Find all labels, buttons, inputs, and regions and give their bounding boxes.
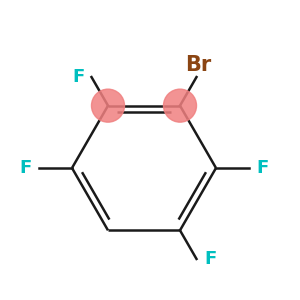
Circle shape: [92, 89, 124, 122]
Text: F: F: [20, 159, 32, 177]
Text: F: F: [72, 68, 84, 86]
Text: F: F: [256, 159, 268, 177]
Circle shape: [164, 89, 196, 122]
Text: Br: Br: [185, 55, 211, 75]
Text: F: F: [204, 250, 216, 268]
